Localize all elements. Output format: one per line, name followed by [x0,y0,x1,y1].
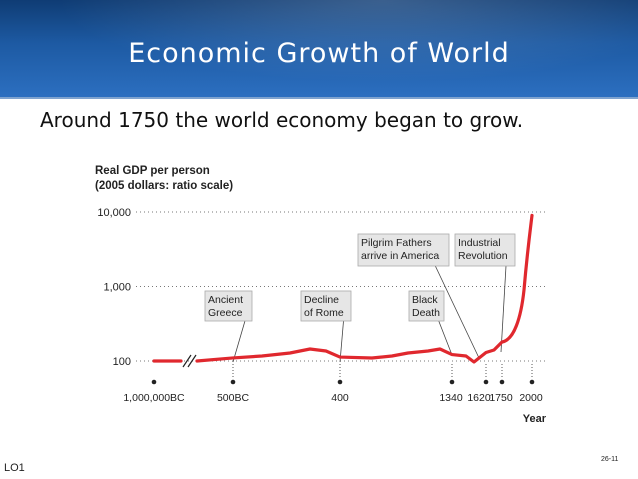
annotation-pointer [232,320,246,363]
gdp-series-line [152,213,534,364]
chart-subtitle: (2005 dollars: ratio scale) [95,180,233,192]
annotation-text: Decline [304,294,339,306]
axis-break-mark [182,354,192,368]
y-tick-label: 1,000 [103,282,131,294]
annotation-box [204,290,253,322]
x-tick-dot [499,379,505,385]
slide-title: Economic Growth of World [128,38,510,69]
annotation-pointer [500,265,507,353]
x-tick-dot [230,379,236,385]
x-tick-label: 1340 [439,392,463,404]
annotation-text: Greece [208,307,243,319]
annotation-box [300,290,352,322]
annotation-text: Black [412,294,438,306]
x-tick-label: 1620 [467,392,491,404]
annotation-text: Revolution [458,250,508,262]
annotation-text: arrive in America [361,250,439,262]
x-axis-label: Year [523,413,547,425]
annotation-text: of Rome [304,307,344,319]
annotation-pointer [339,320,344,363]
title-divider [0,97,638,99]
y-tick-label: 10,000 [97,207,131,219]
axis-break-mark [187,354,197,368]
x-tick-dot [483,379,489,385]
x-tick-dot [529,379,535,385]
y-tick-label: 100 [113,356,131,368]
annotation-pointer [438,320,453,356]
x-tick-dot [337,379,343,385]
annotation-text: Industrial [458,237,501,249]
annotation-text: Death [412,307,440,319]
x-tick-dot [151,379,157,385]
annotation-box [357,233,450,267]
slide-number: 26-11 [601,456,619,463]
x-tick-label: 400 [331,392,349,404]
annotation-pointer [434,265,480,359]
annotation-box [454,233,516,267]
annotation-text: Pilgrim Fathers [361,237,432,249]
annotation-box [408,290,445,322]
x-tick-label: 1750 [489,392,513,404]
title-banner: Economic Growth of World [0,0,638,97]
annotation-text: Ancient [208,294,243,306]
gridlines: 100 1,000 10,000 [97,207,548,368]
x-tick-label: 500BC [217,392,250,404]
slide-subtitle: Around 1750 the world economy began to g… [40,108,524,132]
x-tick-label: 1,000,000BC [123,392,185,404]
series [152,213,534,368]
x-tick-label: 2000 [519,392,543,404]
learning-objective: LO1 [4,462,25,474]
title-banner-sheen [0,0,638,97]
chart-title: Real GDP per person [95,165,210,177]
x-tick-dot [449,379,455,385]
